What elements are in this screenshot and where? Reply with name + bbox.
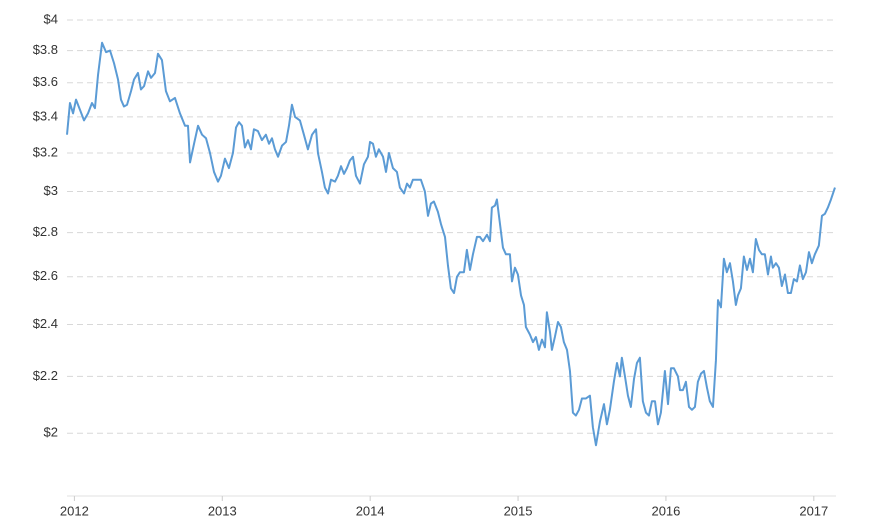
- x-tick-label: 2012: [60, 503, 89, 518]
- y-tick-label: $3.8: [33, 42, 58, 57]
- y-tick-label: $3.4: [33, 108, 58, 123]
- x-tick-label: 2015: [504, 503, 533, 518]
- x-tick-label: 2013: [208, 503, 237, 518]
- y-tick-label: $3.6: [33, 74, 58, 89]
- y-tick-label: $2: [44, 425, 58, 440]
- y-tick-label: $2.6: [33, 268, 58, 283]
- y-tick-label: $2.2: [33, 368, 58, 383]
- x-tick-label: 2016: [651, 503, 680, 518]
- x-tick-label: 2017: [799, 503, 828, 518]
- y-tick-label: $3: [44, 183, 58, 198]
- y-tick-label: $3.2: [33, 144, 58, 159]
- x-tick-label: 2014: [356, 503, 385, 518]
- price-line: [66, 41, 836, 447]
- y-tick-label: $2.4: [33, 316, 58, 331]
- y-tick-label: $2.8: [33, 224, 58, 239]
- y-tick-label: $4: [44, 11, 58, 26]
